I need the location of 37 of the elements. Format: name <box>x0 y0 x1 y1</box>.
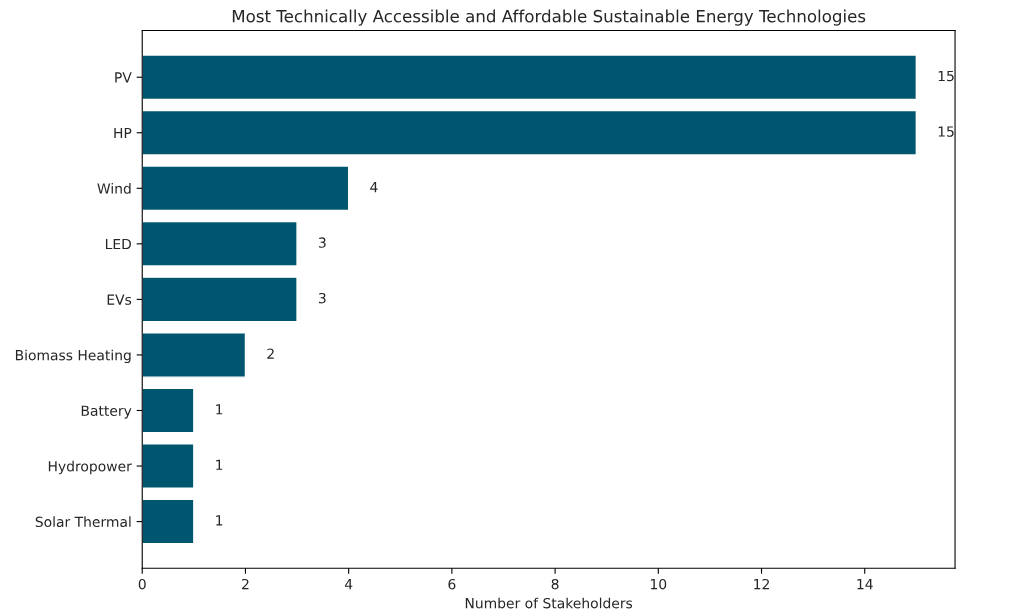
bar <box>142 332 247 378</box>
y-tick-label: PV <box>115 72 132 83</box>
y-tick-label: Biomass Heating <box>15 349 131 364</box>
x-tick-label: 12 <box>754 578 769 590</box>
y-tick-label: Wind <box>97 183 131 194</box>
bar <box>142 498 195 545</box>
x-tick-label: 8 <box>551 578 559 590</box>
x-tick-label: 2 <box>242 578 249 590</box>
x-tick-label: 0 <box>138 578 146 590</box>
data-label: 15 <box>938 126 954 137</box>
y-tick-label: Battery <box>81 405 132 419</box>
data-label: 1 <box>216 515 223 526</box>
bar <box>142 276 298 323</box>
data-label: 2 <box>267 348 274 359</box>
chart-title: Most Technically Accessible and Affordable Sustainable Energy Technologies <box>232 9 866 26</box>
data-label: 4 <box>370 182 378 193</box>
y-tick-label: Solar Thermal <box>35 516 131 528</box>
x-tick-label: 10 <box>650 578 667 590</box>
bar <box>142 443 195 489</box>
x-axis-title: Number of Stakeholders <box>465 597 633 609</box>
bar <box>142 220 298 267</box>
y-tick-label: HP <box>114 127 132 139</box>
y-tick-label: LED <box>105 239 131 250</box>
x-tick-label: 4 <box>344 579 353 590</box>
y-tick-label: Hydropower <box>48 460 132 475</box>
y-tick-label: EVs <box>107 294 132 305</box>
data-label: 1 <box>216 404 223 415</box>
bar <box>142 109 918 156</box>
data-label: 1 <box>216 459 223 470</box>
bar <box>142 387 195 434</box>
data-label: 3 <box>318 292 326 304</box>
bar <box>142 54 918 101</box>
data-label: 15 <box>938 70 954 82</box>
x-tick-label: 14 <box>857 579 873 590</box>
data-label: 3 <box>318 237 326 248</box>
bar <box>142 165 350 212</box>
x-tick-label: 6 <box>448 578 456 590</box>
